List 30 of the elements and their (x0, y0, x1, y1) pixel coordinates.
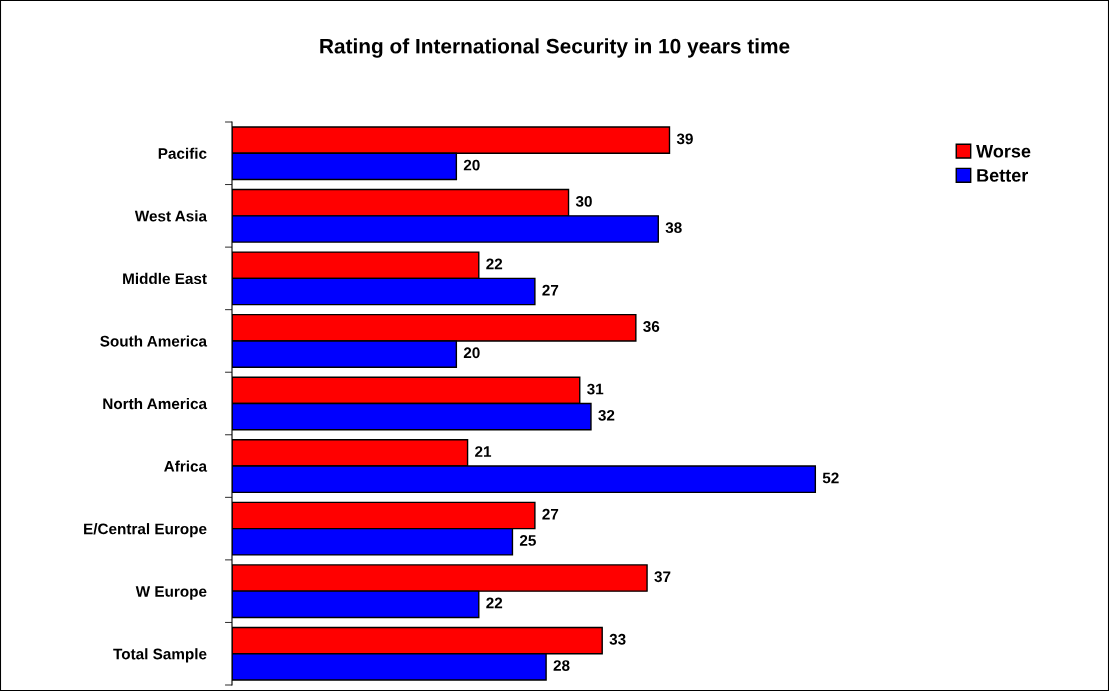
data-label: 52 (822, 472, 839, 484)
chart-title: Rating of International Security in 10 years time (320, 38, 790, 58)
data-label: 33 (609, 633, 626, 645)
data-label: 20 (463, 347, 480, 359)
legend-label: Better (977, 169, 1029, 182)
data-label: 36 (643, 321, 660, 332)
legend-label: Worse (976, 145, 1031, 158)
data-label: 31 (587, 383, 604, 395)
y-tick-label: Pacific (158, 147, 207, 159)
y-tick-label: South America (100, 335, 208, 347)
y-tick-label: West Asia (134, 210, 208, 222)
y-tick-label: W Europe (135, 586, 207, 600)
data-label: 27 (542, 508, 559, 520)
data-label: 21 (475, 446, 492, 457)
y-tick-label: North America (103, 397, 208, 410)
y-tick-label: Total Sample (113, 648, 207, 663)
y-tick-label: Middle East (123, 272, 207, 285)
data-label: 30 (575, 195, 592, 207)
y-tick-label: Africa (164, 460, 208, 472)
data-label: 22 (486, 597, 503, 609)
data-label: 39 (676, 133, 693, 145)
data-label: 25 (519, 535, 536, 546)
data-label: 28 (553, 660, 570, 671)
data-label: 32 (598, 409, 615, 421)
data-label: 27 (542, 284, 559, 296)
data-label: 38 (665, 222, 682, 234)
data-label: 20 (463, 159, 480, 171)
y-tick-label: E/Central Europe (84, 523, 207, 538)
data-label: 37 (654, 571, 671, 583)
data-label: 22 (486, 258, 503, 270)
